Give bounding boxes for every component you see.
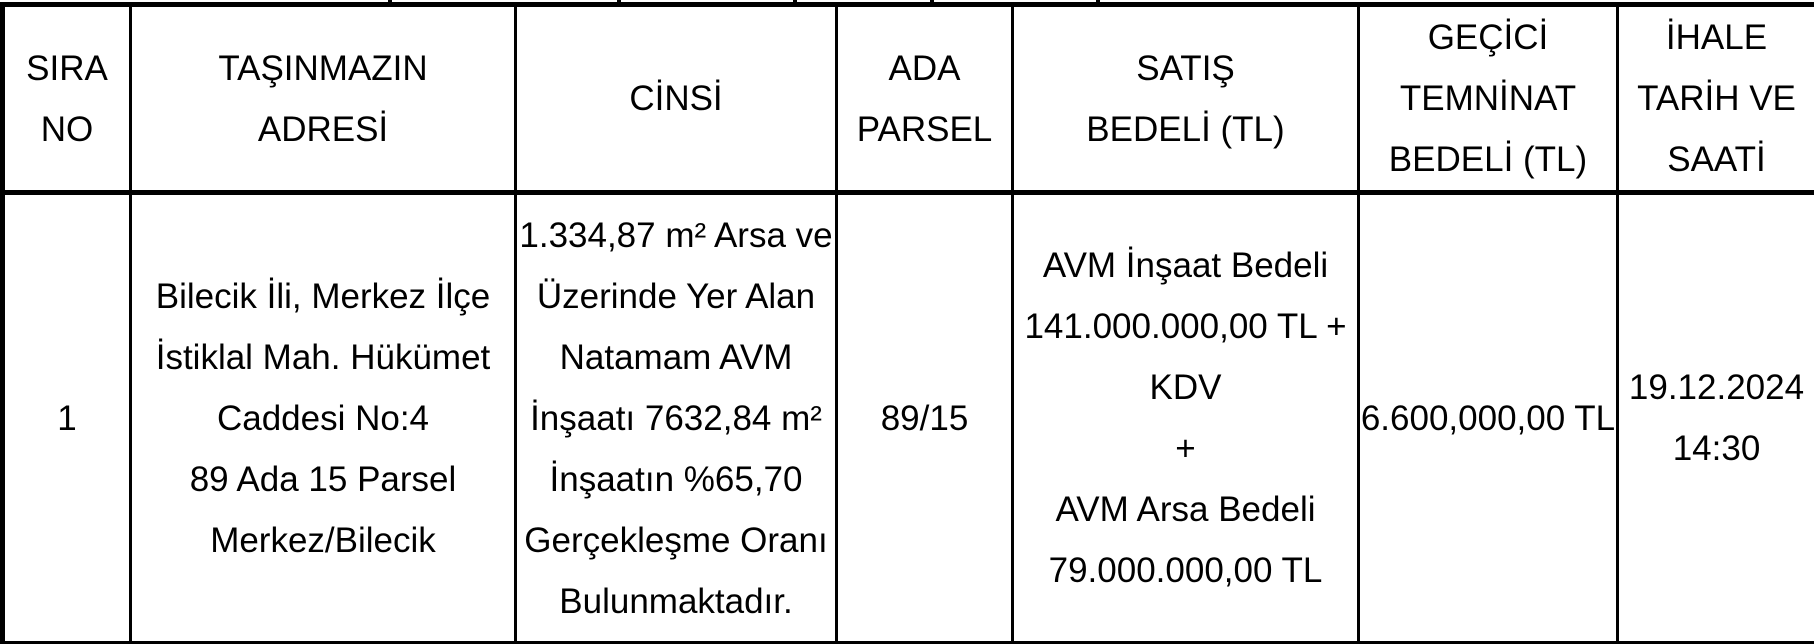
header-cell-ada-parsel: ADA PARSEL [835, 3, 1014, 195]
header-cell-satis-bedeli: SATIŞ BEDELİ (TL) [1011, 3, 1360, 195]
table-row: 1 Bilecik İli, Merkez İlçe İstiklal Mah.… [1, 191, 1814, 644]
cell-sira-no: 1 [1, 191, 132, 644]
header-cell-sira-no: SIRA NO [1, 3, 132, 195]
header-cell-gecici-teminat: GEÇİCİ TEMNİNAT BEDELİ (TL) [1357, 3, 1619, 195]
cropped-text-remnant [388, 0, 392, 3]
table-header-row: SIRA NO TAŞINMAZIN ADRESİ CİNSİ ADA PARS… [1, 3, 1814, 195]
cell-gecici-teminat: 6.600,000,00 TL [1357, 191, 1619, 644]
cropped-text-remnant [1096, 0, 1100, 3]
cell-adres: Bilecik İli, Merkez İlçe İstiklal Mah. H… [129, 191, 517, 644]
cell-satis-bedeli: AVM İnşaat Bedeli 141.000.000,00 TL + KD… [1011, 191, 1360, 644]
header-cell-cinsi: CİNSİ [514, 3, 838, 195]
cell-cinsi: 1.334,87 m² Arsa ve Üzerinde Yer Alan Na… [514, 191, 838, 644]
cropped-text-remnant [793, 0, 797, 3]
cell-ihale-tarih: 19.12.2024 14:30 [1616, 191, 1814, 644]
header-cell-ihale-tarih: İHALE TARİH VE SAATİ [1616, 3, 1814, 195]
cell-ada-parsel: 89/15 [835, 191, 1014, 644]
cropped-text-remnant [617, 0, 621, 3]
header-cell-adres: TAŞINMAZIN ADRESİ [129, 3, 517, 195]
cropped-text-remnant [930, 0, 934, 3]
